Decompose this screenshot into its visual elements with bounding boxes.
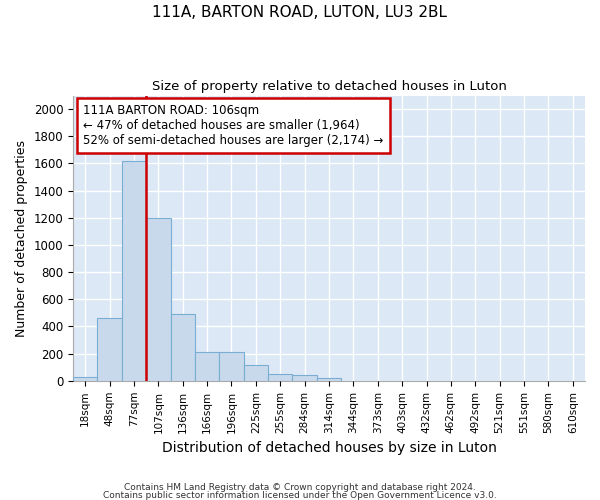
X-axis label: Distribution of detached houses by size in Luton: Distribution of detached houses by size … xyxy=(161,441,496,455)
Bar xyxy=(268,374,292,381)
Text: Contains HM Land Registry data © Crown copyright and database right 2024.: Contains HM Land Registry data © Crown c… xyxy=(124,484,476,492)
Bar xyxy=(244,364,268,381)
Title: Size of property relative to detached houses in Luton: Size of property relative to detached ho… xyxy=(152,80,506,93)
Bar xyxy=(292,376,317,381)
Bar xyxy=(317,378,341,381)
Bar xyxy=(122,161,146,381)
Bar xyxy=(146,218,170,381)
Bar xyxy=(97,318,122,381)
Bar xyxy=(73,376,97,381)
Y-axis label: Number of detached properties: Number of detached properties xyxy=(15,140,28,336)
Bar xyxy=(195,352,220,381)
Text: 111A BARTON ROAD: 106sqm
← 47% of detached houses are smaller (1,964)
52% of sem: 111A BARTON ROAD: 106sqm ← 47% of detach… xyxy=(83,104,383,147)
Bar xyxy=(170,314,195,381)
Text: 111A, BARTON ROAD, LUTON, LU3 2BL: 111A, BARTON ROAD, LUTON, LU3 2BL xyxy=(152,5,448,20)
Bar xyxy=(220,352,244,381)
Text: Contains public sector information licensed under the Open Government Licence v3: Contains public sector information licen… xyxy=(103,490,497,500)
